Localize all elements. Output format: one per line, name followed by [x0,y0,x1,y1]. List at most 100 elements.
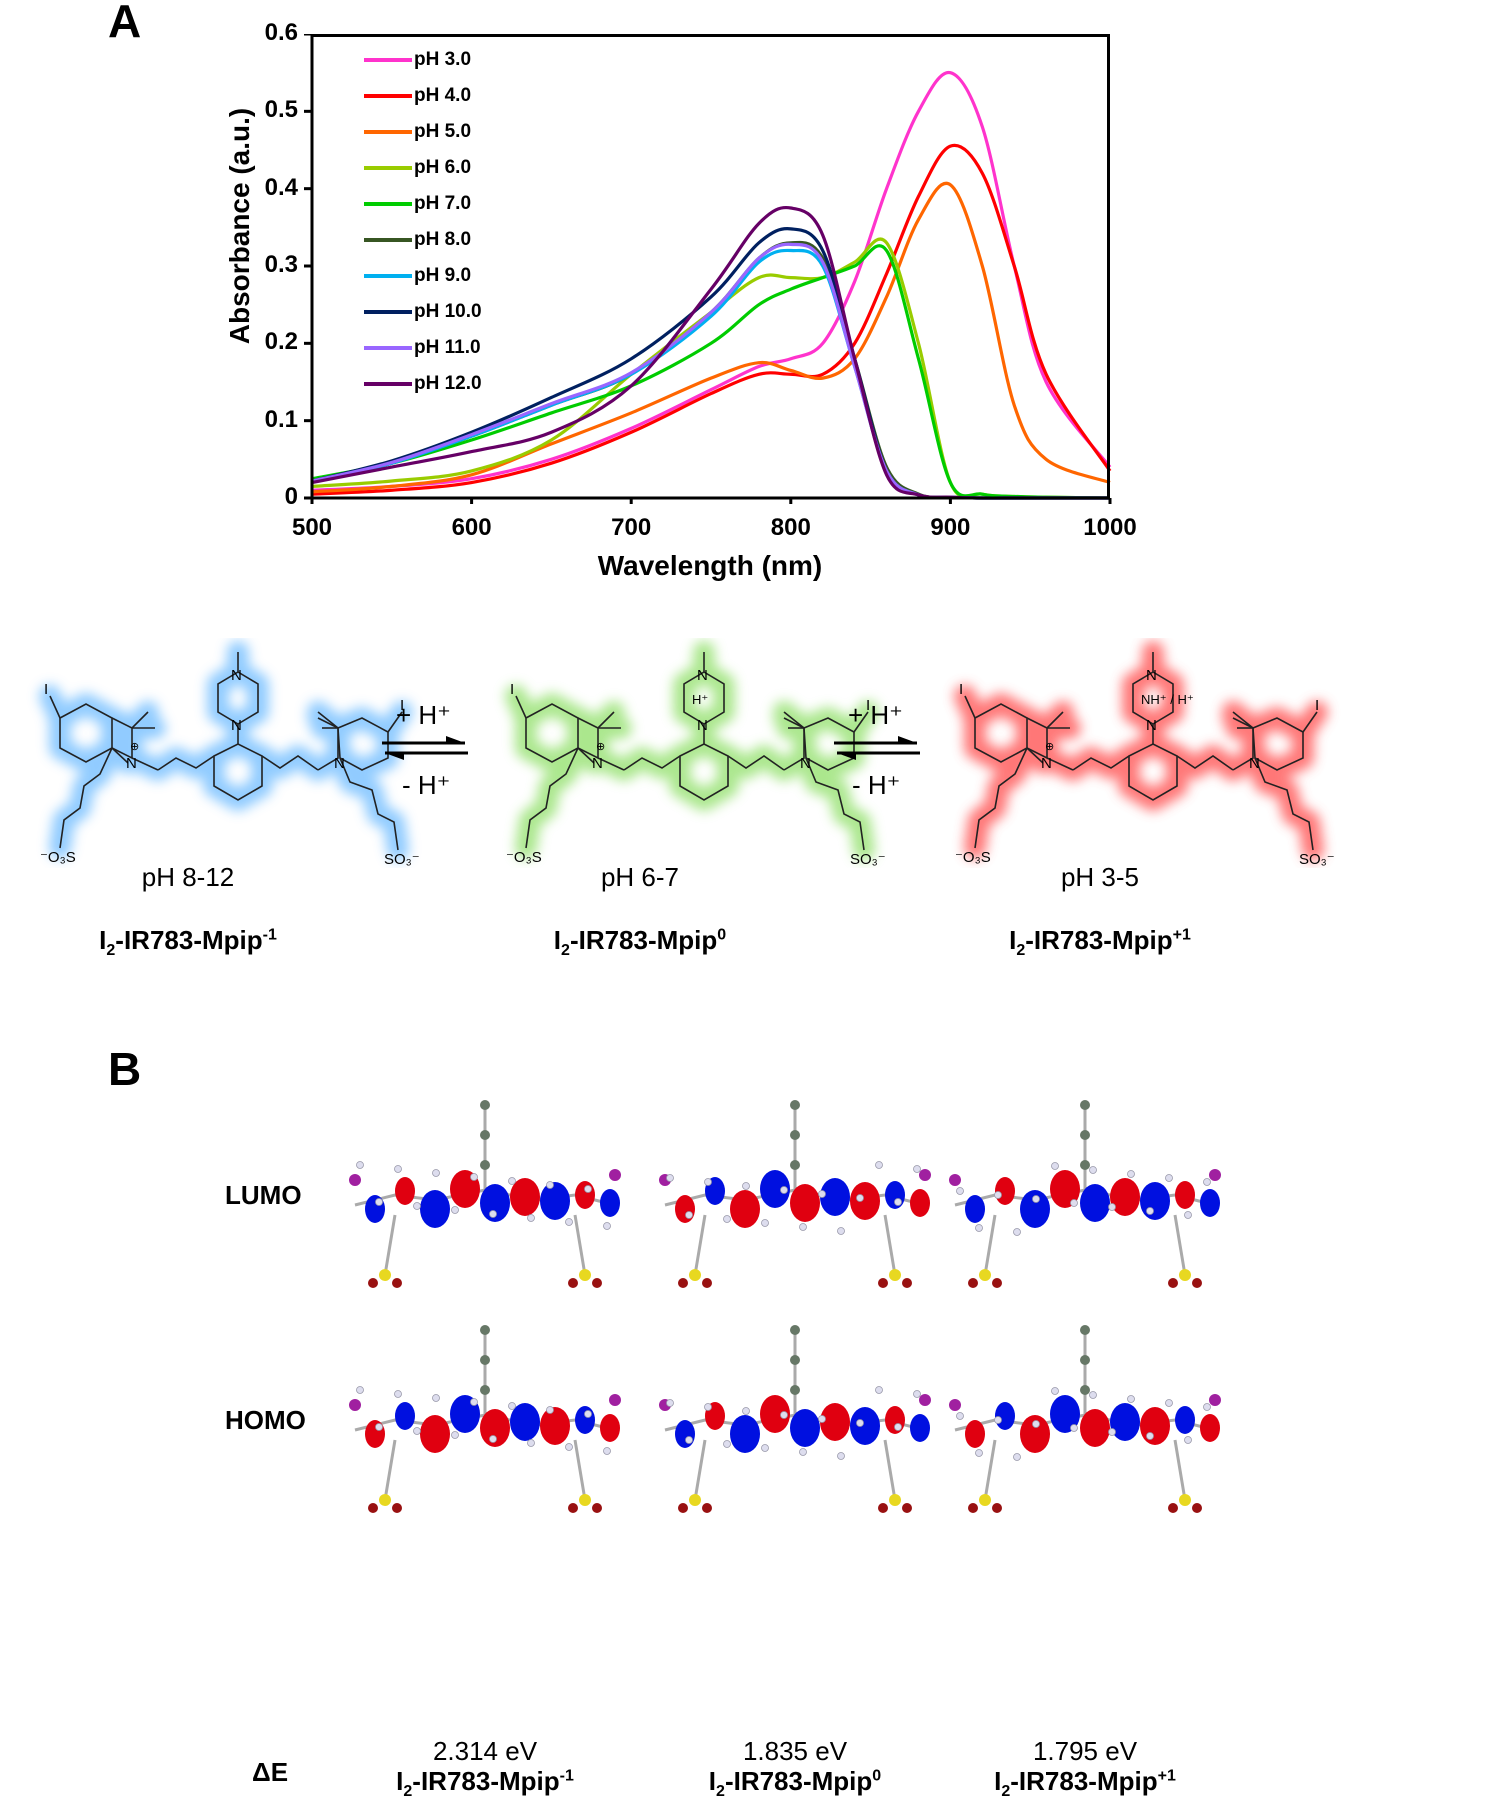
lumo-label: LUMO [225,1180,302,1210]
species-name: I2-IR783-Mpip0 [553,925,727,960]
legend-label: pH 11.0 [414,337,481,358]
legend-label: pH 8.0 [414,229,472,250]
svg-text:N: N [800,755,811,772]
y-tick-label: 0.1 [264,405,298,433]
x-tick-label: 500 [291,514,333,541]
svg-text:⁻O₃S: ⁻O₃S [40,849,76,866]
y-tick-label: 0.3 [264,251,298,278]
equilibrium-arrow-icon [382,736,468,760]
svg-text:N: N [1249,755,1260,772]
reverse-label-1: - H⁺ [402,770,451,800]
species-1-structure: I I N ⊕ N N N ⁻O₃S SO₃⁻ [0,638,460,873]
legend-label: pH 3.0 [414,49,472,70]
legend-item: pH 12.0 [364,373,482,395]
legend-swatch-icon [364,166,412,170]
equilibrium-arrow-icon [834,736,920,760]
svg-text:I: I [400,697,404,714]
legend-swatch-icon [364,274,412,278]
legend-swatch-icon [364,346,412,350]
x-tick-label: 700 [611,514,652,541]
legend-swatch-icon [364,202,412,206]
svg-text:SO₃⁻: SO₃⁻ [850,851,886,868]
y-tick-label: 0.6 [264,19,298,46]
delta-e-label: ΔE [252,1757,289,1787]
x-axis-title: Wavelength (nm) [597,550,823,581]
orbital-species-name: I2-IR783-Mpip+1 [994,1766,1176,1801]
svg-text:I: I [510,681,514,698]
chart-plot [304,32,1112,506]
legend-item: pH 10.0 [364,301,482,323]
legend-item: pH 5.0 [364,121,471,143]
species-2-structure: I I N ⊕ N N N H⁺ ⁻O₃S SO₃⁻ [456,638,926,873]
homo-orbital [935,1310,1235,1525]
x-tick-label: 900 [930,514,971,541]
svg-text:SO₃⁻: SO₃⁻ [1299,851,1335,868]
legend-label: pH 6.0 [414,157,472,178]
species-ph-range: pH 3-5 [1060,862,1140,892]
species-ph-range: pH 6-7 [600,862,680,892]
svg-text:⊕: ⊕ [1045,741,1054,753]
orbital-species-name: I2-IR783-Mpip-1 [396,1766,574,1801]
y-tick-label: 0.2 [264,328,298,356]
x-tick-label: 800 [770,514,811,541]
lumo-orbital [335,1085,635,1300]
legend-item: pH 7.0 [364,193,471,215]
energy-gap-value: 1.795 eV [1032,1736,1138,1766]
legend-item: pH 11.0 [364,337,481,359]
legend-swatch-icon [364,238,412,242]
legend-label: pH 4.0 [414,85,472,106]
legend-label: pH 5.0 [414,121,472,142]
legend-item: pH 8.0 [364,229,471,251]
homo-orbital-render [349,1325,621,1513]
svg-text:NH⁺ / H⁺: NH⁺ / H⁺ [1141,692,1194,707]
molecule-structure: I I N ⊕ N N N H⁺ ⁻O₃S SO₃⁻ [505,641,886,868]
legend-item: pH 6.0 [364,157,471,179]
absorbance-chart [300,32,1120,506]
legend-label: pH 7.0 [414,193,472,214]
legend-swatch-icon [364,310,412,314]
lumo-orbital [935,1085,1235,1300]
y-tick-label: 0.4 [264,173,298,201]
reverse-label-2: - H⁺ [852,770,901,800]
legend-swatch-icon [364,382,412,386]
svg-text:N: N [334,755,345,772]
legend-label: pH 10.0 [414,301,482,322]
svg-text:N: N [1146,667,1157,684]
svg-text:I: I [866,697,870,714]
svg-text:⊕: ⊕ [596,741,605,753]
series-line [311,71,1112,492]
species-name: I2-IR783-Mpip-1 [99,925,277,960]
orbital-species-name: I2-IR783-Mpip0 [708,1766,882,1801]
species-3-structure: I I N ⊕ N N N NH⁺ / H⁺ ⁻O₃S SO₃⁻ [905,638,1375,873]
species-ph-range: pH 8-12 [141,862,235,892]
panel-label-b: B [108,1043,142,1095]
svg-text:N: N [231,667,242,684]
legend-label: pH 9.0 [414,265,472,286]
svg-text:N: N [592,755,603,772]
molecule-structure: I I N ⊕ N N N NH⁺ / H⁺ ⁻O₃S SO₃⁻ [954,641,1335,868]
energy-gap-value: 2.314 eV [432,1736,538,1766]
homo-orbital-render [949,1325,1221,1513]
svg-text:⁻O₃S: ⁻O₃S [506,849,542,866]
legend-item: pH 9.0 [364,265,471,287]
svg-text:N: N [231,717,242,734]
legend-swatch-icon [364,58,412,62]
legend-swatch-icon [364,94,412,98]
legend-item: pH 3.0 [364,49,471,71]
svg-text:I: I [1315,697,1319,714]
svg-text:N: N [1041,755,1052,772]
lumo-orbital [645,1085,945,1300]
x-tick-label: 1000 [1083,514,1137,541]
species-name: I2-IR783-Mpip+1 [1009,925,1191,960]
svg-text:I: I [959,681,963,698]
svg-text:H⁺: H⁺ [692,692,708,707]
forward-label-1: + H⁺ [396,700,451,730]
svg-text:I: I [44,681,48,698]
svg-text:N: N [1146,717,1157,734]
lumo-orbital-render [949,1100,1221,1288]
legend-label: pH 12.0 [414,373,482,394]
homo-orbital [335,1310,635,1525]
forward-label-2: + H⁺ [848,700,903,730]
homo-label: HOMO [225,1405,306,1435]
legend-swatch-icon [364,130,412,134]
